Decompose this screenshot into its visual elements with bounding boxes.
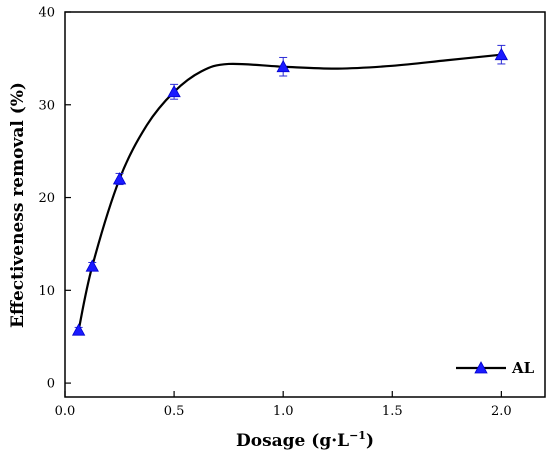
y-tick-label: 40 (38, 6, 55, 21)
x-axis-ticks: 0.0 0.5 1.0 1.5 2.0 (55, 391, 512, 419)
data-point-marker (112, 172, 127, 185)
x-tick-label: 0.5 (164, 404, 185, 419)
y-axis-title: Effectiveness removal (%) (8, 82, 28, 328)
data-point-marker (167, 84, 181, 98)
x-tick-label: 1.5 (382, 404, 403, 419)
x-axis-title-close: ) (366, 431, 374, 451)
data-point-marker (71, 323, 86, 336)
series-al-curve (77, 53, 502, 331)
error-bars (74, 44, 506, 334)
y-tick-label: 0 (47, 377, 55, 392)
data-point-marker (85, 259, 99, 272)
y-tick-label: 10 (38, 284, 55, 299)
y-axis-ticks: 0 10 20 30 40 (38, 6, 71, 392)
plot-frame (64, 11, 546, 398)
data-point-marker (494, 47, 509, 61)
series-al-markers (71, 47, 509, 336)
x-axis-title-superscript: −1 (349, 429, 366, 442)
x-axis-title: Dosage (g·L−1) (236, 429, 374, 451)
legend-marker (474, 361, 488, 374)
x-tick-label: 1.0 (273, 404, 294, 419)
y-tick-label: 30 (38, 98, 55, 113)
x-tick-label: 2.0 (491, 404, 512, 419)
legend: AL (456, 359, 535, 377)
data-point-marker (276, 59, 290, 73)
y-tick-label: 20 (38, 191, 55, 206)
x-tick-label: 0.0 (55, 404, 76, 419)
legend-label: AL (511, 359, 535, 377)
